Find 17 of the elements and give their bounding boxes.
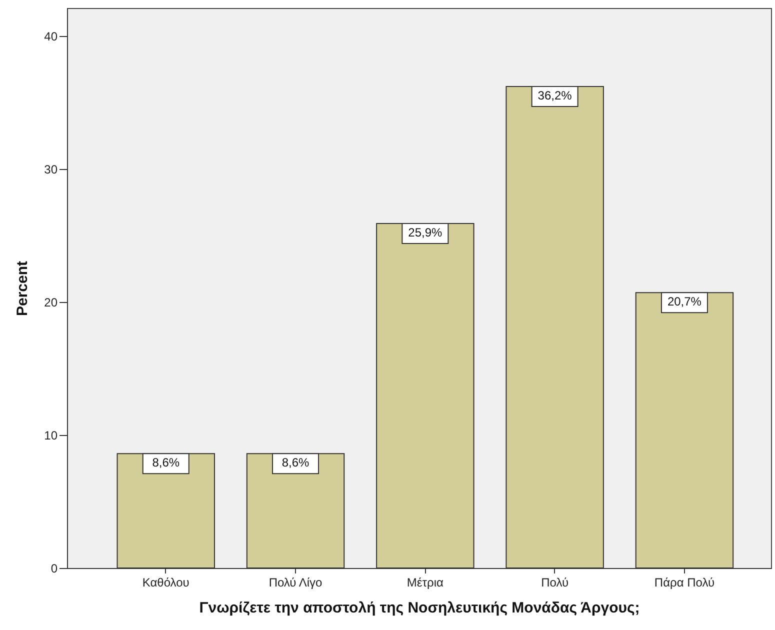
x-tick-label: Πολύ	[541, 576, 569, 590]
y-tick-label: 30	[44, 162, 58, 176]
y-tick-label: 10	[44, 428, 58, 442]
data-label: 36,2%	[538, 88, 572, 102]
x-axis-title: Γνωρίζετε την αποστολή της Νοσηλευτικής Μονάδας Άργους;	[199, 600, 640, 616]
data-label: 25,9%	[408, 225, 443, 240]
data-label: 8,6%	[152, 456, 180, 470]
y-axis-title: Percent	[14, 260, 32, 316]
y-tick-label: 20	[44, 295, 58, 310]
y-tick-label: 40	[44, 29, 58, 44]
x-tick-label: Πολύ Λίγο	[268, 576, 323, 590]
x-tick-label: Καθόλου	[142, 576, 190, 590]
data-label: 20,7%	[667, 294, 702, 309]
data-label: 8,6%	[282, 456, 310, 470]
x-tick-label: Πάρα Πολύ	[654, 576, 715, 590]
x-tick-label: Μέτρια	[406, 576, 444, 590]
y-tick-label: 0	[50, 562, 58, 576]
